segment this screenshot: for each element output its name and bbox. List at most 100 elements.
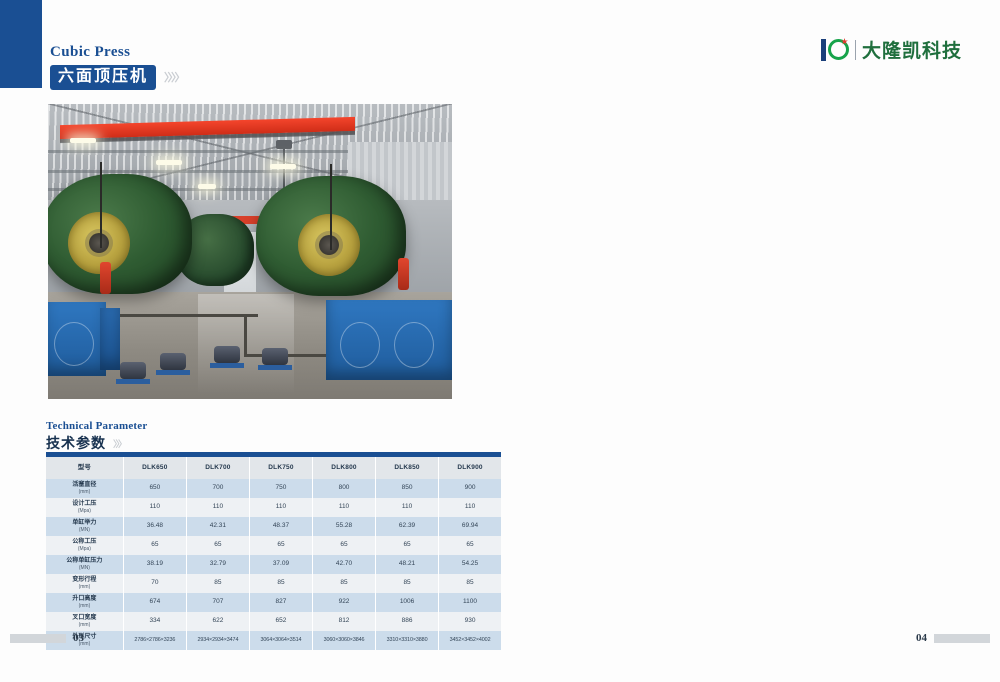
table-cell: 812 bbox=[312, 612, 377, 631]
motor-unit bbox=[214, 346, 240, 363]
motor-unit bbox=[160, 353, 186, 370]
table-row: 公称单缸压力 (MN) 38.19 32.79 37.09 42.70 48.21 54.25 bbox=[46, 555, 501, 574]
table-cell: 707 bbox=[186, 593, 250, 612]
title-block: Cubic Press 六面顶压机 〉〉〉〉 bbox=[50, 44, 185, 90]
param-heading-en: Technical Parameter bbox=[46, 420, 148, 432]
table-cell: 85 bbox=[438, 574, 501, 593]
technical-parameter-heading: Technical Parameter 技术参数 〉〉〉 bbox=[46, 420, 147, 453]
roof-beam bbox=[48, 170, 452, 173]
hydraulic-pipe bbox=[244, 316, 247, 356]
table-col-header-dlk850: DLK850 bbox=[375, 457, 440, 479]
accent-bar bbox=[0, 0, 42, 88]
table-body: 活塞直径 (mm) 650 700 750 800 850 900 设计工压 (Mpa) 110 11… bbox=[46, 479, 501, 650]
roof-beam bbox=[48, 150, 452, 153]
table-cell: 674 bbox=[123, 593, 187, 612]
table-cell: 65 bbox=[375, 536, 440, 555]
hydraulic-pipe bbox=[244, 354, 340, 357]
crane-hook-icon bbox=[276, 140, 292, 149]
table-cell: 48.21 bbox=[375, 555, 440, 574]
table-col-header-dlk650: DLK650 bbox=[123, 457, 187, 479]
chevron-right-icon: 〉〉〉〉 bbox=[164, 72, 185, 84]
table-cell: 48.37 bbox=[249, 517, 313, 536]
table-cell: 110 bbox=[312, 498, 377, 517]
table-row: 外形尺寸 (mm) 2786×2786×3236 2934×2934×3474 3064… bbox=[46, 631, 501, 650]
table-cell: 1100 bbox=[438, 593, 501, 612]
table-top-rule bbox=[46, 452, 501, 457]
tank-access-plate bbox=[54, 322, 94, 366]
table-cell: 69.94 bbox=[438, 517, 501, 536]
table-cell: 65 bbox=[438, 536, 501, 555]
hydraulic-tank-left-aux bbox=[100, 308, 120, 370]
table-cell: 800 bbox=[312, 479, 377, 498]
table-cell: 900 bbox=[438, 479, 501, 498]
page-title-en: Cubic Press bbox=[50, 44, 131, 60]
table-cell: 3452×3452×4002 bbox=[438, 631, 501, 650]
table-cell: 62.39 bbox=[375, 517, 440, 536]
table-cell: 65 bbox=[186, 536, 250, 555]
footer-left: 03 bbox=[10, 632, 84, 644]
table-col-header-dlk750: DLK750 bbox=[249, 457, 313, 479]
logo-bar-icon bbox=[820, 38, 826, 61]
press-hub-core-left bbox=[89, 233, 109, 253]
table-cell: 886 bbox=[375, 612, 440, 631]
ceiling-light bbox=[70, 138, 96, 143]
table-row: 设计工压 (Mpa) 110 110 110 110 110 110 bbox=[46, 498, 501, 517]
table-cell: 827 bbox=[249, 593, 313, 612]
table-cell: 65 bbox=[312, 536, 377, 555]
table-cell: 700 bbox=[186, 479, 250, 498]
table-row-label: 变形行程 (mm) bbox=[46, 574, 124, 593]
table-cell: 110 bbox=[249, 498, 313, 517]
table-head: 型号 DLK650 DLK700 DLK750 DLK800 DLK850 DLK900 bbox=[46, 457, 501, 479]
table-cell: 922 bbox=[312, 593, 377, 612]
company-logo: 大隆凯科技 bbox=[820, 36, 962, 63]
press-rod-left bbox=[100, 162, 102, 248]
table-cell: 930 bbox=[438, 612, 501, 631]
footer-slab bbox=[10, 633, 66, 643]
table-row: 升口高度 (mm) 674 707 827 922 1006 1100 bbox=[46, 593, 501, 612]
table-cell: 70 bbox=[123, 574, 187, 593]
table-row: 单缸举力 (MN) 36.48 42.31 48.37 55.28 62.39 69.94 bbox=[46, 517, 501, 536]
table-col-header-dlk800: DLK800 bbox=[312, 457, 377, 479]
table-cell: 334 bbox=[123, 612, 187, 631]
table-row-label: 单缸举力 (MN) bbox=[46, 517, 124, 536]
table-header-row: 型号 DLK650 DLK700 DLK750 DLK800 DLK850 DLK900 bbox=[46, 457, 501, 479]
table-cell: 110 bbox=[438, 498, 501, 517]
motor-base bbox=[258, 365, 292, 370]
table-cell: 110 bbox=[123, 498, 187, 517]
table-cell: 622 bbox=[186, 612, 250, 631]
tank-access-plate bbox=[394, 322, 434, 368]
left-page: Cubic Press 六面顶压机 〉〉〉〉 bbox=[0, 0, 501, 650]
table-cell: 3064×3064×3514 bbox=[249, 631, 313, 650]
footer-slab bbox=[934, 633, 990, 643]
table-row-label: 公称单缸压力 (MN) bbox=[46, 555, 124, 574]
table-cell: 85 bbox=[312, 574, 377, 593]
technical-parameter-table: 型号 DLK650 DLK700 DLK750 DLK800 DLK850 DLK900 活… bbox=[46, 457, 501, 650]
motor-base bbox=[116, 379, 150, 384]
table-cell: 3060×3060×3846 bbox=[312, 631, 377, 650]
table-row: 变形行程 (mm) 70 85 85 85 85 85 bbox=[46, 574, 501, 593]
motor-unit bbox=[120, 362, 146, 379]
table-cell: 65 bbox=[249, 536, 313, 555]
table-row-label: 活塞直径 (mm) bbox=[46, 479, 124, 498]
table-row-label: 设计工压 (Mpa) bbox=[46, 498, 124, 517]
table-cell: 85 bbox=[249, 574, 313, 593]
table-row: 公称工压 (Mpa) 65 65 65 65 65 65 bbox=[46, 536, 501, 555]
table-row-label: 公称工压 (Mpa) bbox=[46, 536, 124, 555]
motor-base bbox=[156, 370, 190, 375]
table-row: 叉口宽度 (mm) 334 622 652 812 886 930 bbox=[46, 612, 501, 631]
logo-text: 大隆凯科技 bbox=[861, 41, 962, 62]
motor-unit bbox=[262, 348, 288, 365]
table-col-header-model: 型号 bbox=[46, 457, 124, 479]
table-cell: 32.79 bbox=[186, 555, 250, 574]
table-cell: 1006 bbox=[375, 593, 440, 612]
table-row: 活塞直径 (mm) 650 700 750 800 850 900 bbox=[46, 479, 501, 498]
page-number-right: 04 bbox=[916, 632, 927, 644]
table-col-header-dlk700: DLK700 bbox=[186, 457, 250, 479]
param-heading-cn: 技术参数 bbox=[46, 435, 106, 451]
logo-divider bbox=[854, 39, 856, 60]
table-cell: 2786×2786×3236 bbox=[123, 631, 187, 650]
logo-mark-icon bbox=[820, 38, 849, 61]
table-cell: 54.25 bbox=[438, 555, 501, 574]
roof-beam bbox=[48, 188, 452, 191]
